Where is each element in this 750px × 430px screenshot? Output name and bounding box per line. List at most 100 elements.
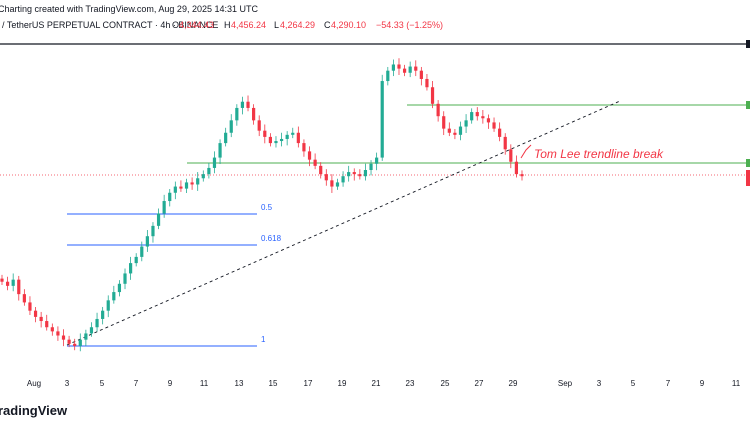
candle-body[interactable] [173,186,177,193]
candle-body[interactable] [28,302,32,311]
candle-body[interactable] [162,201,166,214]
candle-body[interactable] [151,225,155,237]
candle-body[interactable] [134,256,138,264]
candle-body[interactable] [145,236,149,247]
candle-body[interactable] [224,132,228,144]
candle-body[interactable] [5,281,10,286]
candle-body[interactable] [112,292,116,301]
candle-body[interactable] [268,136,272,144]
candle-body[interactable] [201,174,205,179]
candle-body[interactable] [212,157,217,168]
candle-body[interactable] [430,87,435,104]
candle-body[interactable] [218,143,222,158]
candle-body[interactable] [296,132,300,144]
candle-body[interactable] [240,101,245,108]
candle-body[interactable] [11,279,15,286]
candle-body[interactable] [246,101,250,108]
candle-body[interactable] [324,174,328,181]
candle-body[interactable] [302,143,306,152]
candle-body[interactable] [436,103,440,117]
candle-body[interactable] [95,318,99,328]
candle-body[interactable] [45,321,49,328]
annotation-pointer [520,144,532,159]
candle-body[interactable] [196,178,200,185]
candle-body[interactable] [319,165,323,175]
candle-body[interactable] [61,335,66,340]
candle-body[interactable] [117,283,122,293]
candle-body[interactable] [78,339,82,346]
candle-body[interactable] [67,339,71,344]
candle-body[interactable] [486,118,491,123]
candle-body[interactable] [140,246,144,257]
candle-body[interactable] [335,182,340,187]
candle-body[interactable] [352,172,356,175]
candle-body[interactable] [408,66,412,73]
candle-body[interactable] [514,161,519,175]
candle-body[interactable] [156,213,161,226]
candle-body[interactable] [464,120,468,127]
candle-body[interactable] [252,107,256,121]
candle-body[interactable] [17,279,21,295]
candle-body[interactable] [453,132,457,135]
candle-body[interactable] [369,163,373,170]
candle-body[interactable] [447,128,451,133]
candle-body[interactable] [397,64,401,69]
candle-body[interactable] [391,64,395,71]
candle-body[interactable] [419,70,423,79]
candle-body[interactable] [73,343,77,346]
candle-body[interactable] [520,174,524,177]
candle-body[interactable] [285,134,289,139]
candle-body[interactable] [470,112,474,121]
candle-body[interactable] [475,112,479,117]
candle-body[interactable] [414,66,418,71]
candle-body[interactable] [363,170,368,177]
candle-body[interactable] [33,310,38,317]
candle-body[interactable] [330,180,334,187]
trendline[interactable] [66,100,621,346]
candle-body[interactable] [402,68,407,73]
candle-body[interactable] [425,78,429,88]
candle-body[interactable] [291,132,295,135]
candle-body[interactable] [22,294,26,303]
candle-body[interactable] [56,331,60,336]
x-axis[interactable]: Aug 3 5 7 9 11 13 15 17 19 21 23 25 27 29 Sep 3 5 7 9 11 [27,379,741,388]
candle-body[interactable] [84,333,88,340]
candle-body[interactable] [313,159,317,166]
candle-body[interactable] [503,136,507,150]
candle-body[interactable] [89,327,94,334]
candle-body[interactable] [509,149,513,162]
candle-body[interactable] [123,273,127,284]
candle-body[interactable] [129,263,133,274]
ohlc-high-value: 4,456.24 [231,20,266,30]
candle-body[interactable] [235,107,239,121]
candle-body[interactable] [307,151,312,160]
candle-body[interactable] [50,327,54,332]
candle-body[interactable] [0,278,4,282]
candle-body[interactable] [380,81,384,158]
candle-body[interactable] [458,126,463,135]
candle-body[interactable] [184,182,189,189]
candle-body[interactable] [207,167,211,175]
candle-body[interactable] [498,128,502,137]
candle-body[interactable] [229,120,233,133]
candle-body[interactable] [168,192,172,202]
candle-body[interactable] [358,174,362,177]
candle-body[interactable] [274,141,278,144]
candle-body[interactable] [347,172,351,177]
candle-body[interactable] [39,316,43,322]
candle-body[interactable] [492,122,496,129]
candle-body[interactable] [386,70,390,82]
candle-body[interactable] [375,157,379,164]
candle-body[interactable] [341,176,345,183]
candle-body[interactable] [190,182,194,185]
candle-body[interactable] [106,300,110,311]
x-axis-tick-label: 15 [269,379,278,388]
candle-body[interactable] [481,116,485,119]
candle-body[interactable] [263,130,267,137]
candle-body[interactable] [257,120,261,131]
candle-body[interactable] [179,186,183,189]
candle-body[interactable] [101,310,105,319]
candle-body[interactable] [279,138,284,142]
candle-body[interactable] [442,116,446,129]
